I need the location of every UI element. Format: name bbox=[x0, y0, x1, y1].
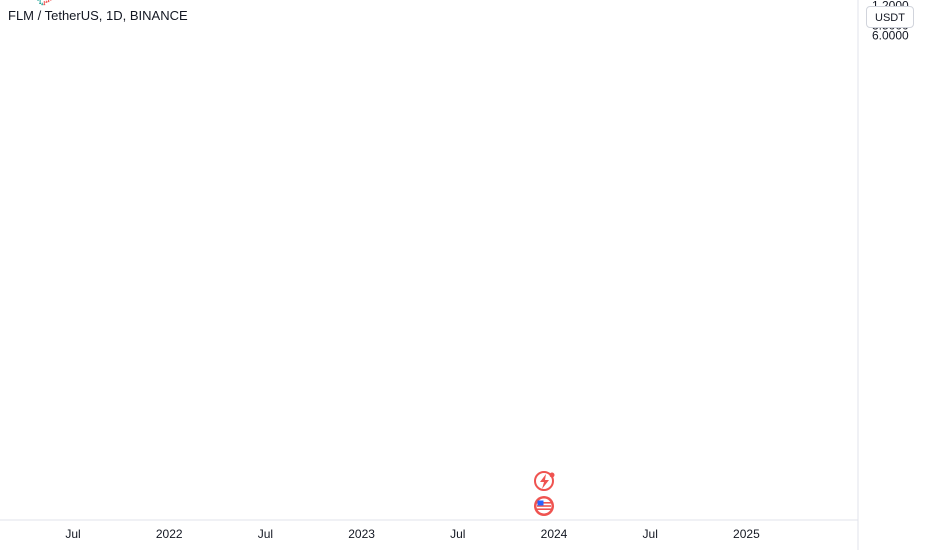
lightning-icon-dot bbox=[549, 472, 555, 478]
candle-body bbox=[41, 4, 44, 6]
candle-body bbox=[37, 0, 39, 1]
x-tick-label-6: Jul bbox=[643, 527, 658, 541]
x-tick-label-1: 2022 bbox=[156, 527, 183, 541]
x-tick-label-5: 2024 bbox=[541, 527, 568, 541]
candle-body bbox=[45, 1, 48, 3]
x-tick-label-0: Jul bbox=[65, 527, 80, 541]
us-flag-icon bbox=[534, 496, 554, 516]
lightning-icon-bolt bbox=[540, 474, 549, 489]
candle-body bbox=[39, 3, 42, 5]
y-tick-label-0: 6.0000 bbox=[872, 28, 909, 42]
lightning-icon bbox=[534, 471, 555, 491]
currency-selector[interactable]: USDT bbox=[866, 6, 914, 28]
candles bbox=[37, 0, 52, 6]
x-tick-label-7: 2025 bbox=[733, 527, 760, 541]
us-flag-icon-canton bbox=[537, 500, 544, 506]
us-flag-icon-stripe bbox=[537, 508, 551, 510]
chart-title: FLM / TetherUS, 1D, BINANCE bbox=[8, 8, 188, 23]
candle-body bbox=[43, 4, 46, 6]
x-tick-label-2: Jul bbox=[258, 527, 273, 541]
y-tick-label-4: 0.7000 bbox=[872, 0, 909, 3]
x-tick-label-3: 2023 bbox=[348, 527, 375, 541]
us-flag-icon-stripe bbox=[537, 505, 551, 507]
candle-body bbox=[49, 0, 52, 1]
x-tick-label-4: Jul bbox=[450, 527, 465, 541]
candle-body bbox=[47, 1, 50, 3]
us-flag-icon-stripe bbox=[537, 502, 551, 504]
